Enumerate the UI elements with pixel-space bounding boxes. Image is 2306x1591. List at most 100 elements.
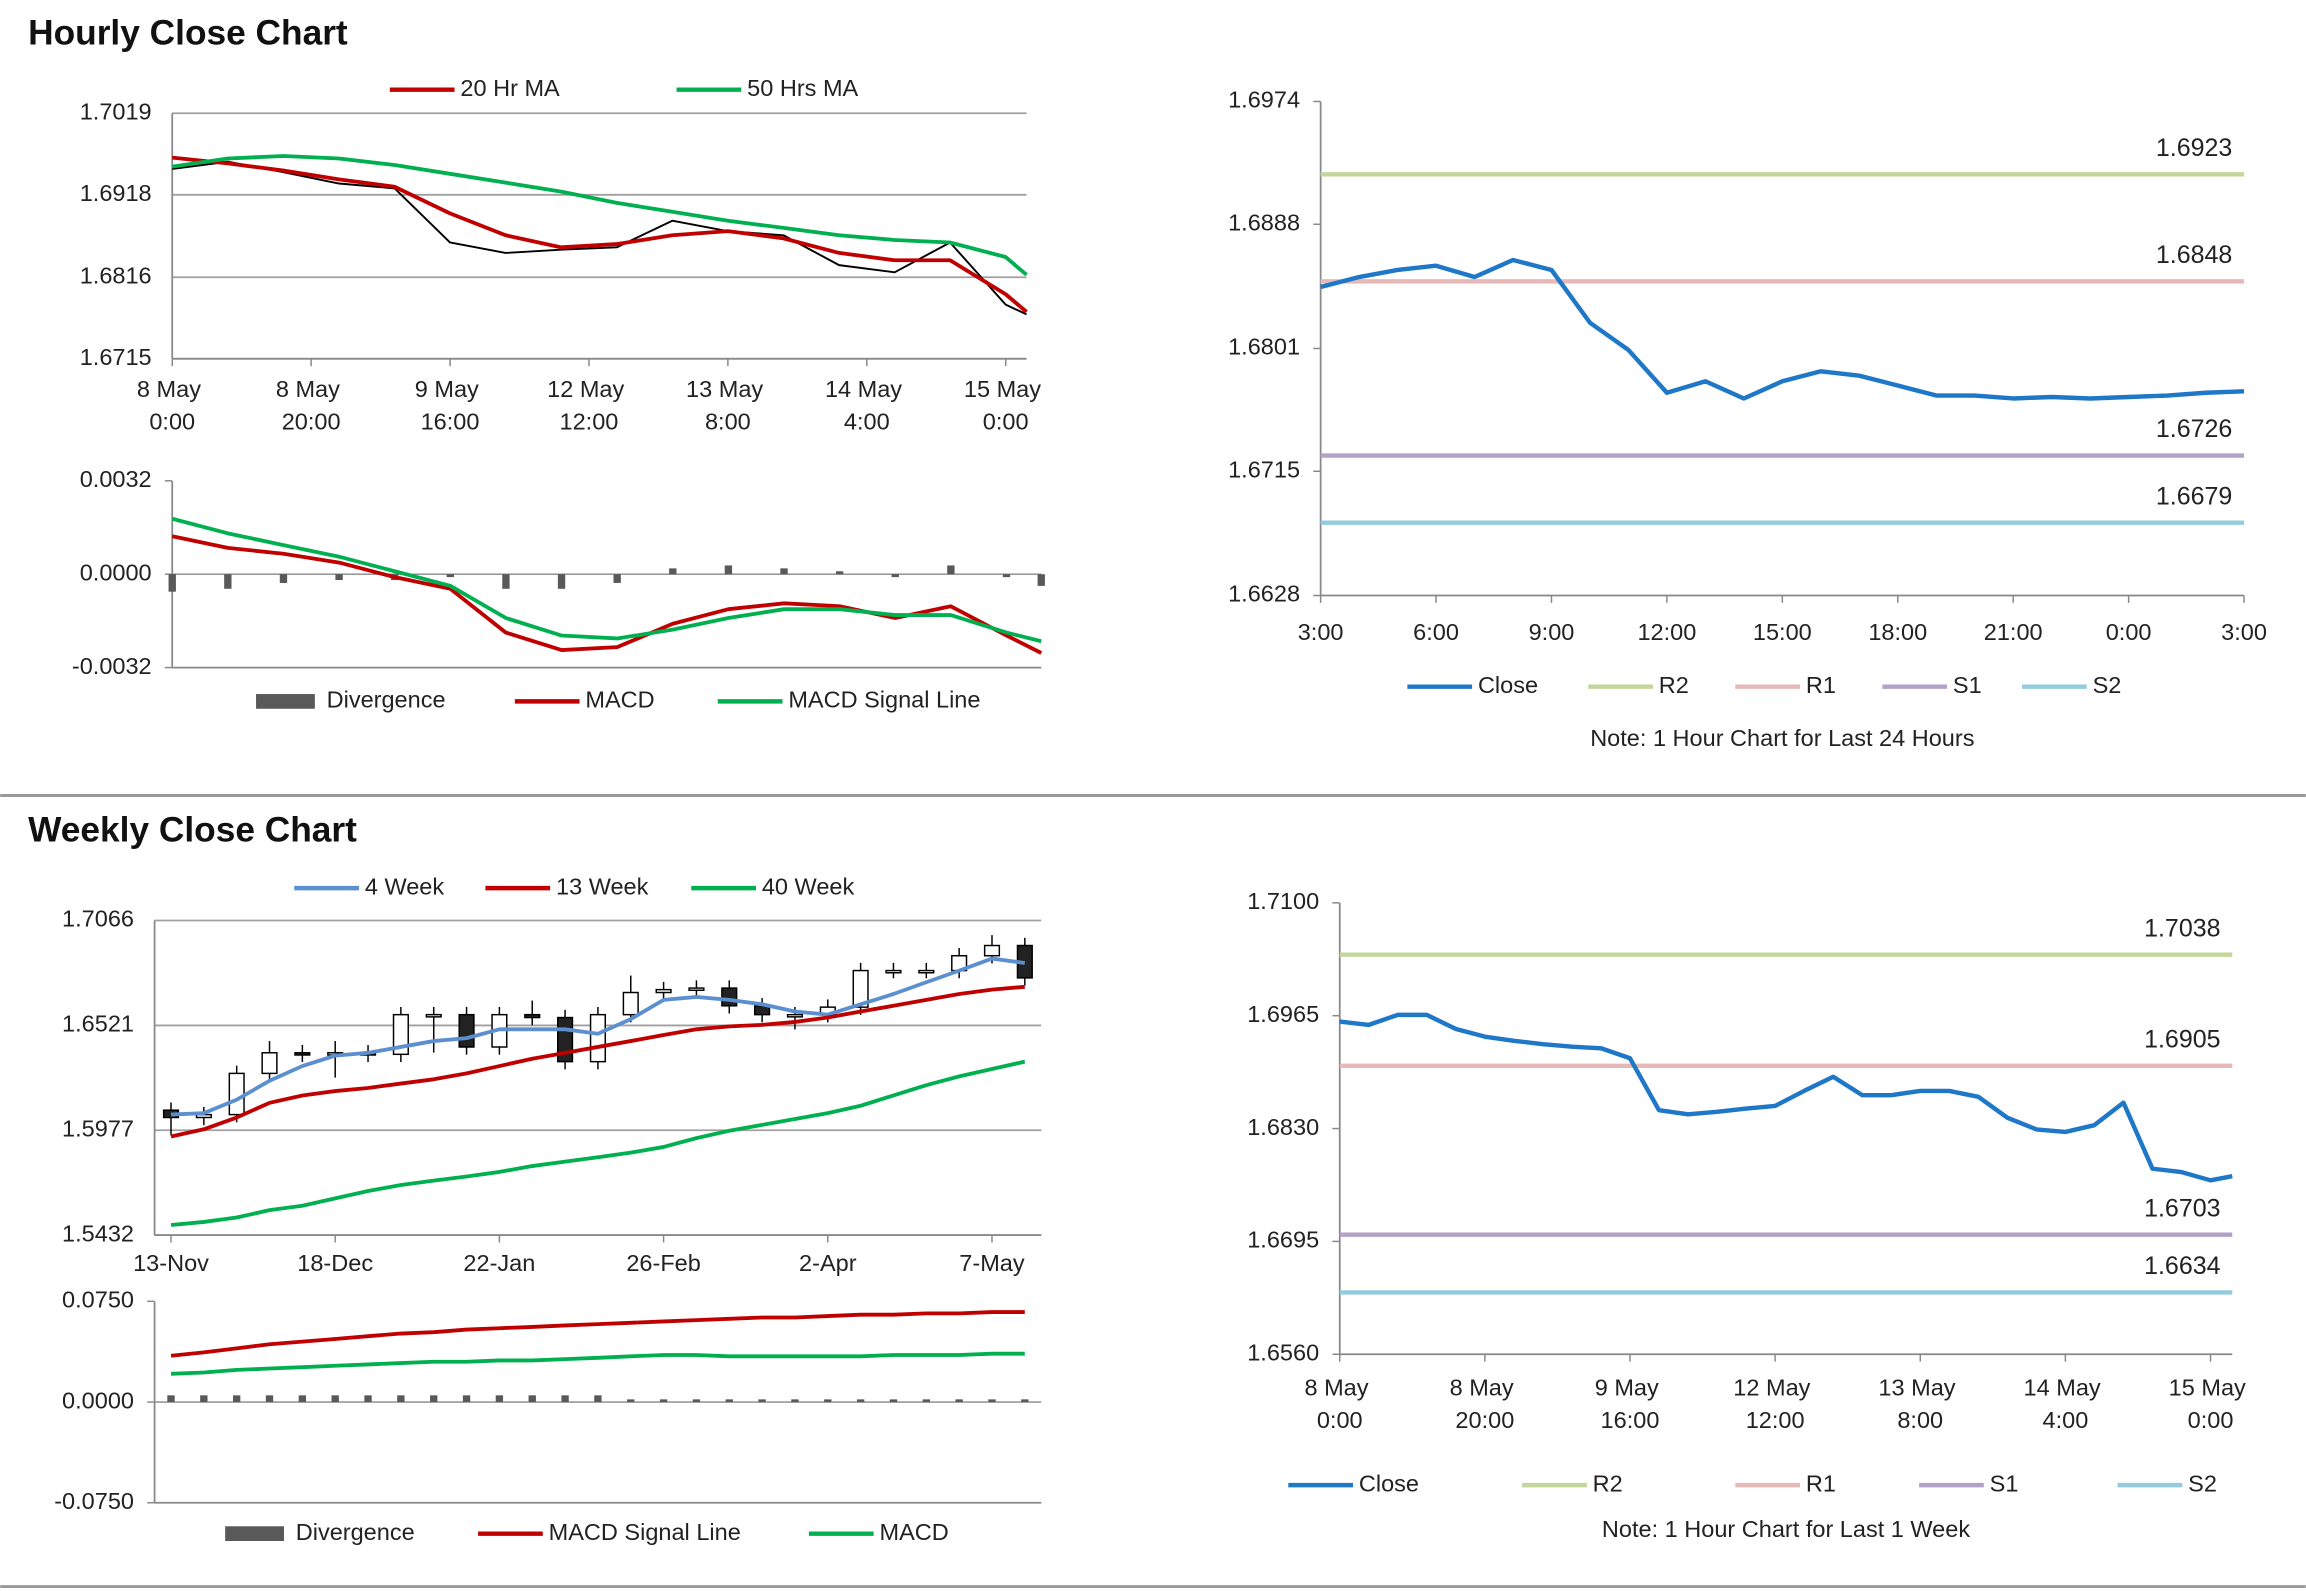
note: Note: 1 Hour Chart for Last 24 Hours: [1590, 725, 1974, 751]
divergence-bar: [502, 574, 510, 589]
level-label: 1.6679: [2156, 482, 2232, 510]
x-tick-label: 18:00: [1868, 619, 1927, 645]
section-title: Weekly Close Chart: [28, 811, 357, 850]
x-tick-label: 13 May 8:00: [686, 376, 770, 434]
candle-body: [425, 1013, 442, 1018]
candle-body: [458, 1013, 475, 1048]
x-tick-label: 15 May 0:00: [964, 376, 1048, 434]
x-tick-label: 3:00: [2221, 619, 2267, 645]
legend-label: R1: [1806, 672, 1836, 698]
series-line: [1339, 1012, 2233, 1183]
divergence-bar: [1037, 574, 1045, 586]
y-tick-label: 1.7100: [1247, 888, 1319, 914]
divergence-bar: [233, 1395, 241, 1403]
level-label: 1.7038: [2144, 914, 2220, 942]
candle-body: [655, 988, 672, 994]
divergence-bar: [224, 574, 232, 589]
candle-body: [589, 1013, 607, 1063]
divergence-bar: [758, 1399, 766, 1403]
x-tick-label: 8 May 0:00: [1304, 1375, 1375, 1433]
x-tick-label: 22-Jan: [463, 1250, 535, 1276]
legend-label: MACD Signal Line: [788, 687, 980, 713]
series-line: [170, 1310, 1025, 1358]
y-tick-label: 1.6801: [1228, 334, 1300, 360]
legend-swatch: [225, 1526, 284, 1542]
x-tick-label: 9 May 16:00: [1595, 1375, 1666, 1433]
x-tick-label: 9 May 16:00: [415, 376, 486, 434]
divergence-bar: [988, 1399, 996, 1403]
divergence-bar: [446, 574, 454, 578]
candle-body: [524, 1013, 541, 1019]
legend-label: R1: [1806, 1470, 1836, 1496]
series-line: [172, 155, 1028, 314]
section-title: Hourly Close Chart: [28, 14, 348, 53]
divergence-bar: [669, 568, 677, 575]
divergence-bar: [200, 1395, 208, 1403]
legend-label: S2: [2093, 672, 2122, 698]
divergence-bar: [889, 1399, 898, 1403]
level-label: 1.6634: [2144, 1252, 2221, 1280]
candle-body: [852, 969, 869, 1008]
level-label: 1.6726: [2156, 415, 2232, 443]
y-tick-label: 1.7019: [80, 98, 152, 124]
x-tick-label: 8 May 20:00: [1450, 1375, 1521, 1433]
y-tick-label: 1.6715: [1228, 457, 1300, 483]
x-tick-label: 8 May 20:00: [276, 376, 347, 434]
divergence-bar: [692, 1399, 701, 1403]
divergence-bar: [791, 1399, 799, 1403]
x-tick-label: 26-Feb: [626, 1250, 701, 1276]
divergence-bar: [168, 574, 176, 592]
divergence-bar: [561, 1395, 569, 1403]
divergence-bar: [364, 1395, 372, 1403]
level-label: 1.6848: [2156, 241, 2232, 269]
divergence-bar: [495, 1395, 504, 1403]
y-tick-label: -0.0750: [54, 1488, 134, 1514]
x-tick-label: 12 May 12:00: [1733, 1375, 1817, 1433]
legend-label: S2: [2188, 1470, 2217, 1496]
x-tick-label: 0:00: [2106, 619, 2152, 645]
y-tick-label: 1.6830: [1247, 1114, 1319, 1140]
y-tick-label: 1.6628: [1228, 581, 1300, 607]
candle-body: [688, 987, 705, 992]
legend-label: R2: [1593, 1470, 1623, 1496]
divergence-bar: [462, 1395, 471, 1403]
x-tick-label: 13 May 8:00: [1878, 1375, 1962, 1433]
divergence-bar: [279, 574, 288, 583]
legend-label: 20 Hr MA: [460, 75, 560, 101]
y-tick-label: 1.5977: [62, 1115, 134, 1141]
legend-label: 13 Week: [556, 873, 649, 899]
divergence-bar: [856, 1399, 865, 1403]
y-tick-label: 0.0000: [80, 559, 152, 585]
series-line: [1320, 257, 2245, 401]
divergence-bar: [725, 1399, 733, 1403]
y-tick-label: 0.0032: [80, 466, 152, 492]
y-tick-label: -0.0032: [72, 653, 152, 679]
series-line: [170, 984, 1025, 1139]
candle-body: [721, 987, 738, 1007]
level-label: 1.6905: [2144, 1025, 2220, 1053]
divergence-bar: [780, 568, 788, 575]
candle-body: [622, 991, 639, 1016]
legend-label: S1: [1953, 672, 1982, 698]
price-line: [172, 160, 1027, 316]
candle-body: [294, 1052, 311, 1056]
y-tick-label: 1.6888: [1228, 209, 1300, 235]
y-tick-label: 1.6521: [62, 1011, 134, 1037]
divergence-bar: [528, 1395, 536, 1403]
divergence-bar: [824, 1399, 832, 1403]
divergence-bar: [594, 1395, 602, 1403]
legend-label: R2: [1659, 672, 1689, 698]
level-label: 1.6703: [2144, 1194, 2220, 1222]
x-tick-label: 6:00: [1413, 619, 1459, 645]
x-tick-label: 8 May 0:00: [137, 376, 208, 434]
divergence-bar: [955, 1399, 963, 1403]
legend-label: MACD: [585, 687, 654, 713]
y-tick-label: 1.6816: [80, 262, 152, 288]
y-tick-label: 1.6715: [80, 344, 152, 370]
x-tick-label: 9:00: [1529, 619, 1575, 645]
x-tick-label: 21:00: [1984, 619, 2043, 645]
candle-body: [228, 1072, 245, 1116]
series-line: [171, 534, 1043, 655]
legend-label: Divergence: [327, 687, 446, 713]
